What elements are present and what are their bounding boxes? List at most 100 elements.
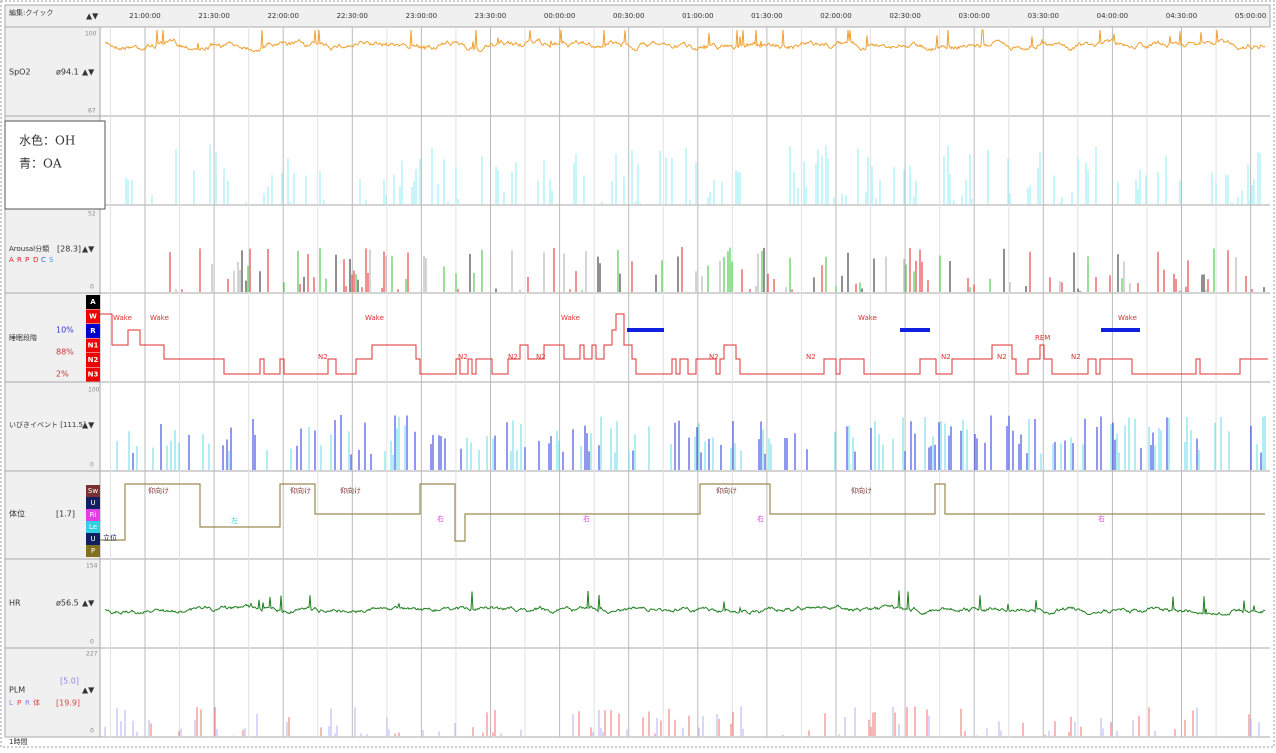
position-annotation: 右 [1098, 514, 1105, 523]
snore-arrows[interactable]: ▲▼ [82, 421, 95, 430]
stage-label: N3 [88, 371, 99, 379]
plm-bottom: 0 [90, 728, 94, 735]
stage-annotation: N2 [709, 353, 719, 361]
spo2-top: 100 [85, 31, 97, 38]
arousal-arrows[interactable]: ▲▼ [82, 245, 95, 254]
arousal-type: D [33, 256, 38, 264]
stage-label: R [90, 327, 96, 335]
position-stage: Le [89, 523, 97, 531]
stage-annotation: Wake [858, 314, 877, 322]
stage-annotation: N2 [806, 353, 816, 361]
plm-arrows[interactable]: ▲▼ [82, 686, 95, 695]
spo2-trace [104, 29, 1266, 53]
zoom-arrows[interactable]: ▲▼ [86, 12, 99, 21]
sleep-percent: 88% [56, 348, 74, 357]
position-trace [100, 483, 1265, 542]
arousal-label: Arousal分類 [9, 244, 49, 253]
position-value: [1.7] [56, 510, 75, 519]
time-label: 05:00:00 [1235, 12, 1266, 20]
spo2-label: SpO2 [9, 68, 31, 77]
footer-text: 1時間 [9, 738, 27, 746]
stage-label: N1 [88, 342, 99, 350]
plm-value: [5.0] [60, 677, 79, 686]
stage-label: N2 [88, 356, 99, 364]
hr-label: HR [9, 599, 21, 608]
position-box [86, 545, 100, 557]
stage-annotation: N2 [941, 353, 951, 361]
stage-annotation: Wake [561, 314, 580, 322]
stage-annotation: REM [1035, 334, 1050, 342]
sleep-hypnogram [100, 313, 1268, 375]
plm-type: L [9, 699, 13, 707]
plm-label: PLM [9, 686, 25, 695]
arousal-type: C [41, 256, 46, 264]
stage-annotation: N2 [997, 353, 1007, 361]
stage-annotation: N2 [1071, 353, 1081, 361]
hr-top: 154 [86, 563, 98, 570]
position-box [86, 509, 100, 521]
legend-line: 青：OA [19, 157, 62, 171]
stage-box [86, 338, 100, 353]
position-annotation: 右 [757, 514, 764, 523]
hr-value: ø56.5 [56, 599, 79, 608]
position-box [86, 497, 100, 509]
stage-label: W [89, 313, 97, 321]
snore-top: 100 [88, 387, 100, 394]
plm-type: R [25, 699, 30, 707]
hr-arrows[interactable]: ▲▼ [82, 599, 95, 608]
time-label: 01:00:00 [682, 12, 713, 20]
stage-label: A [90, 298, 96, 306]
sleep-percent: 2% [56, 370, 69, 379]
sleep-label: 睡眠段階 [9, 333, 37, 342]
mode-label: 編集:クイック [9, 8, 53, 17]
snore-bottom: 0 [90, 462, 94, 469]
stage-annotation: N2 [458, 353, 468, 361]
spo2-bottom: 67 [88, 108, 96, 115]
position-annotation: 右 [437, 514, 444, 523]
time-label: 02:30:00 [889, 12, 920, 20]
position-annotation: 仰向け [290, 486, 311, 495]
position-stage: U [90, 499, 95, 507]
plm-top: 227 [86, 651, 98, 658]
hr-trace [104, 590, 1266, 616]
time-label: 01:30:00 [751, 12, 782, 20]
position-annotation: 仰向け [716, 486, 737, 495]
spo2-arrows[interactable]: ▲▼ [82, 68, 95, 77]
stage-annotation: Wake [150, 314, 169, 322]
stage-box [86, 367, 100, 382]
position-annotation: 仰向け [851, 486, 872, 495]
time-label: 04:00:00 [1097, 12, 1128, 20]
stage-box [86, 353, 100, 367]
position-label: 体位 [9, 509, 25, 519]
arousal-top: 52 [88, 211, 96, 218]
legend-box [4, 120, 106, 210]
time-label: 21:30:00 [198, 12, 229, 20]
position-box [86, 533, 100, 545]
position-annotation: 左 [231, 516, 238, 525]
sleep-percent: 10% [56, 326, 74, 335]
stage-annotation: Wake [1118, 314, 1137, 322]
rem-bar [900, 328, 930, 332]
position-annotation: 仰向け [148, 486, 169, 495]
time-label: 04:30:00 [1166, 12, 1197, 20]
time-label: 03:00:00 [958, 12, 989, 20]
rem-bar [1101, 328, 1140, 332]
arousal-type: R [17, 256, 22, 264]
position-stage: Sw [88, 487, 98, 495]
time-label: 22:00:00 [267, 12, 298, 20]
stage-box [86, 324, 100, 338]
position-annotation: 右 [583, 514, 590, 523]
arousal-type: S [49, 256, 54, 264]
snore-label: いびきイベント [111.5] [9, 421, 86, 429]
arousal-type: A [9, 256, 14, 264]
time-label: 23:30:00 [475, 12, 506, 20]
position-box [86, 485, 100, 497]
plm-type: 体 [33, 698, 40, 707]
spo2-value: ø94.1 [56, 68, 79, 77]
stage-box [86, 309, 100, 324]
arousal-type: P [25, 256, 29, 264]
time-label: 02:00:00 [820, 12, 851, 20]
time-label: 03:30:00 [1028, 12, 1059, 20]
time-label: 00:00:00 [544, 12, 575, 20]
position-stage: P [91, 547, 95, 555]
